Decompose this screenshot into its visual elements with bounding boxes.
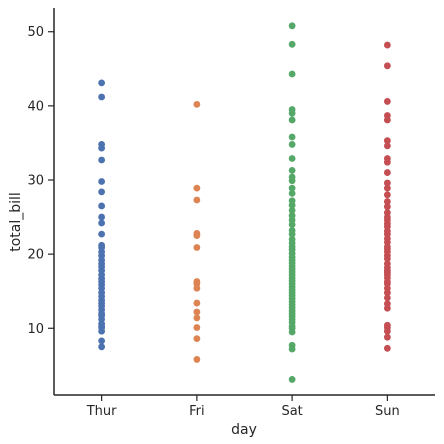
data-point-fri (193, 308, 201, 316)
data-point-sat (288, 70, 296, 78)
data-point-sat (288, 155, 296, 162)
data-point-sun (383, 62, 391, 70)
x-axis-ticks: Thur Fri Sat Sun (86, 395, 400, 419)
data-point-sun (383, 344, 391, 352)
data-point-fri (193, 299, 201, 307)
data-point-sat (288, 184, 296, 192)
data-point-sun (383, 41, 391, 49)
data-point-sun (383, 142, 391, 150)
x-tick-label: Thur (86, 404, 117, 419)
data-point-thur (98, 343, 106, 351)
x-tick-label: Fri (189, 404, 205, 419)
data-point-thur (98, 178, 106, 185)
data-point-sat (288, 22, 296, 30)
data-point-sat (288, 133, 296, 141)
data-point-fri (193, 100, 201, 108)
data-point-sat (288, 166, 296, 174)
data-point-thur (98, 241, 106, 249)
data-point-thur (98, 202, 106, 210)
data-point-sat (288, 227, 296, 234)
data-point-sun (383, 169, 391, 176)
data-point-thur (98, 141, 106, 148)
y-tick-label: 50 (27, 25, 44, 40)
data-point-sun (383, 112, 391, 119)
data-point-sun (383, 137, 391, 145)
data-point-sat (288, 141, 296, 148)
data-point-sat (288, 106, 296, 113)
y-tick-label: 10 (27, 322, 44, 337)
data-point-sun (383, 191, 391, 199)
data-point-sun (383, 321, 391, 329)
data-point-sat (288, 212, 296, 219)
data-point-sun (383, 98, 391, 105)
data-point-sun (383, 294, 391, 302)
data-point-sat (288, 376, 296, 383)
data-point-thur (98, 213, 106, 221)
data-point-sat (288, 40, 296, 48)
data-point-sat (288, 235, 296, 243)
data-point-thur (98, 156, 106, 164)
data-point-sat (288, 206, 296, 214)
data-point-sun (383, 300, 391, 308)
data-point-sat (288, 341, 296, 349)
data-point-sun (383, 198, 391, 205)
data-point-fri (193, 184, 201, 192)
y-axis-ticks: 10 20 30 40 50 (27, 25, 54, 337)
data-point-thur (98, 79, 106, 87)
y-tick-label: 20 (27, 248, 44, 263)
data-point-thur (98, 93, 106, 101)
data-point-fri (193, 278, 201, 285)
data-points (98, 22, 391, 383)
data-point-fri (193, 244, 201, 251)
data-point-sun (383, 260, 391, 268)
x-tick-label: Sat (281, 404, 302, 419)
data-point-sun (383, 333, 391, 341)
data-point-thur (98, 219, 106, 227)
data-point-thur (98, 230, 106, 238)
data-point-thur (98, 188, 106, 196)
data-point-fri (193, 356, 201, 363)
data-point-sat (288, 173, 296, 181)
data-point-sat (288, 116, 296, 124)
data-point-sat (288, 189, 296, 197)
data-point-sun (383, 179, 391, 187)
data-point-fri (193, 335, 201, 343)
y-tick-label: 40 (27, 99, 44, 114)
data-point-fri (193, 324, 201, 331)
data-point-sun (383, 155, 391, 162)
data-point-fri (193, 229, 201, 237)
y-tick-label: 30 (27, 174, 44, 189)
data-point-sun (383, 203, 391, 211)
y-axis-label: total_bill (8, 192, 24, 252)
data-point-sun (383, 184, 391, 192)
x-axis-label: day (231, 422, 257, 438)
data-point-fri (193, 314, 201, 322)
data-point-sat (288, 197, 296, 205)
data-point-fri (193, 196, 201, 204)
x-tick-label: Sun (375, 404, 400, 419)
data-point-thur (98, 337, 106, 345)
data-point-sun (383, 209, 391, 217)
